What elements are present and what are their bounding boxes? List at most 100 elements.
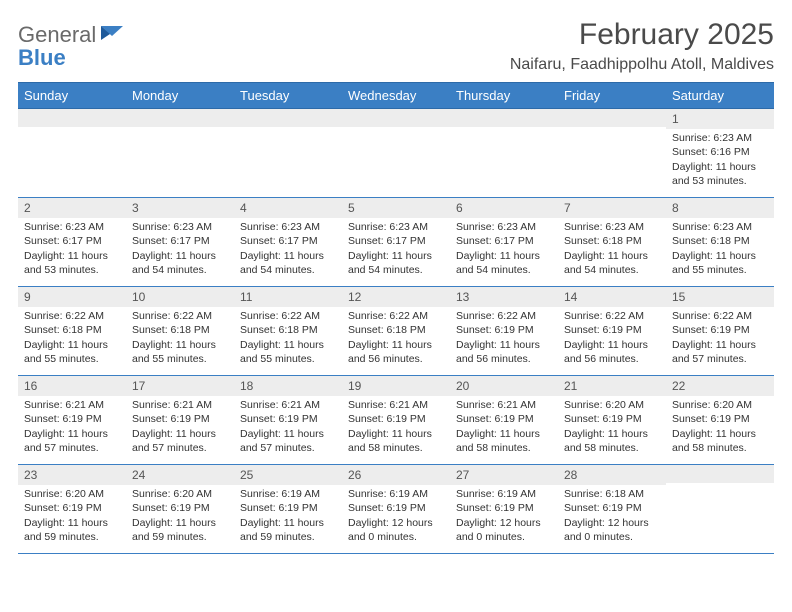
day-number: 17 — [126, 376, 234, 396]
day-info: Sunrise: 6:23 AMSunset: 6:17 PMDaylight:… — [234, 220, 342, 281]
day-cell: 12Sunrise: 6:22 AMSunset: 6:18 PMDayligh… — [342, 287, 450, 375]
sunset-text: Sunset: 6:19 PM — [132, 501, 228, 515]
sunrise-text: Sunrise: 6:23 AM — [672, 131, 768, 145]
weekday-col: Friday — [558, 83, 666, 108]
logo-text-block: General Blue — [18, 24, 123, 70]
day-number: 15 — [666, 287, 774, 307]
day-number: 25 — [234, 465, 342, 485]
sunrise-text: Sunrise: 6:23 AM — [240, 220, 336, 234]
day-cell — [342, 109, 450, 197]
sunrise-text: Sunrise: 6:19 AM — [240, 487, 336, 501]
daylight-text: Daylight: 11 hours and 54 minutes. — [456, 249, 552, 277]
day-cell: 21Sunrise: 6:20 AMSunset: 6:19 PMDayligh… — [558, 376, 666, 464]
sunrise-text: Sunrise: 6:22 AM — [24, 309, 120, 323]
sunrise-text: Sunrise: 6:22 AM — [564, 309, 660, 323]
sunset-text: Sunset: 6:17 PM — [132, 234, 228, 248]
sunrise-text: Sunrise: 6:21 AM — [348, 398, 444, 412]
weekday-col: Tuesday — [234, 83, 342, 108]
day-cell: 8Sunrise: 6:23 AMSunset: 6:18 PMDaylight… — [666, 198, 774, 286]
day-info: Sunrise: 6:19 AMSunset: 6:19 PMDaylight:… — [234, 487, 342, 548]
sunset-text: Sunset: 6:16 PM — [672, 145, 768, 159]
daylight-text: Daylight: 11 hours and 53 minutes. — [672, 160, 768, 188]
sunset-text: Sunset: 6:18 PM — [564, 234, 660, 248]
sunset-text: Sunset: 6:19 PM — [456, 412, 552, 426]
day-number: 23 — [18, 465, 126, 485]
day-cell: 10Sunrise: 6:22 AMSunset: 6:18 PMDayligh… — [126, 287, 234, 375]
sunset-text: Sunset: 6:18 PM — [240, 323, 336, 337]
sunrise-text: Sunrise: 6:20 AM — [564, 398, 660, 412]
daylight-text: Daylight: 11 hours and 59 minutes. — [24, 516, 120, 544]
day-number: 2 — [18, 198, 126, 218]
daylight-text: Daylight: 11 hours and 56 minutes. — [348, 338, 444, 366]
calendar-page: General Blue February 2025 Naifaru, Faad… — [0, 0, 792, 612]
daylight-text: Daylight: 11 hours and 56 minutes. — [456, 338, 552, 366]
day-cell: 22Sunrise: 6:20 AMSunset: 6:19 PMDayligh… — [666, 376, 774, 464]
day-info: Sunrise: 6:22 AMSunset: 6:18 PMDaylight:… — [126, 309, 234, 370]
day-info: Sunrise: 6:22 AMSunset: 6:18 PMDaylight:… — [342, 309, 450, 370]
day-cell: 26Sunrise: 6:19 AMSunset: 6:19 PMDayligh… — [342, 465, 450, 553]
day-info: Sunrise: 6:20 AMSunset: 6:19 PMDaylight:… — [126, 487, 234, 548]
month-title: February 2025 — [510, 18, 774, 52]
day-number: 11 — [234, 287, 342, 307]
daylight-text: Daylight: 11 hours and 54 minutes. — [132, 249, 228, 277]
day-number: 9 — [18, 287, 126, 307]
week-row: 16Sunrise: 6:21 AMSunset: 6:19 PMDayligh… — [18, 376, 774, 465]
sunset-text: Sunset: 6:17 PM — [24, 234, 120, 248]
day-number: 6 — [450, 198, 558, 218]
daylight-text: Daylight: 11 hours and 54 minutes. — [564, 249, 660, 277]
logo-text-2: Blue — [18, 45, 66, 70]
day-cell: 27Sunrise: 6:19 AMSunset: 6:19 PMDayligh… — [450, 465, 558, 553]
flag-icon — [101, 26, 123, 47]
day-number: 20 — [450, 376, 558, 396]
location: Naifaru, Faadhippolhu Atoll, Maldives — [510, 56, 774, 74]
day-cell: 3Sunrise: 6:23 AMSunset: 6:17 PMDaylight… — [126, 198, 234, 286]
day-number: 1 — [666, 109, 774, 129]
daylight-text: Daylight: 11 hours and 55 minutes. — [672, 249, 768, 277]
daylight-text: Daylight: 11 hours and 56 minutes. — [564, 338, 660, 366]
week-row: 9Sunrise: 6:22 AMSunset: 6:18 PMDaylight… — [18, 287, 774, 376]
sunrise-text: Sunrise: 6:20 AM — [24, 487, 120, 501]
daylight-text: Daylight: 11 hours and 59 minutes. — [240, 516, 336, 544]
day-cell: 2Sunrise: 6:23 AMSunset: 6:17 PMDaylight… — [18, 198, 126, 286]
sunrise-text: Sunrise: 6:23 AM — [348, 220, 444, 234]
sunset-text: Sunset: 6:19 PM — [672, 323, 768, 337]
sunset-text: Sunset: 6:19 PM — [240, 501, 336, 515]
day-info: Sunrise: 6:19 AMSunset: 6:19 PMDaylight:… — [450, 487, 558, 548]
daylight-text: Daylight: 11 hours and 57 minutes. — [132, 427, 228, 455]
day-cell: 5Sunrise: 6:23 AMSunset: 6:17 PMDaylight… — [342, 198, 450, 286]
day-cell — [450, 109, 558, 197]
daylight-text: Daylight: 11 hours and 54 minutes. — [348, 249, 444, 277]
week-row: 1 Sunrise: 6:23 AMSunset: 6:16 PMDaylight… — [18, 109, 774, 198]
sunrise-text: Sunrise: 6:22 AM — [348, 309, 444, 323]
sunrise-text: Sunrise: 6:23 AM — [456, 220, 552, 234]
day-info: Sunrise: 6:23 AMSunset: 6:17 PMDaylight:… — [18, 220, 126, 281]
day-info: Sunrise: 6:23 AMSunset: 6:17 PMDaylight:… — [126, 220, 234, 281]
sunrise-text: Sunrise: 6:23 AM — [672, 220, 768, 234]
sunrise-text: Sunrise: 6:20 AM — [672, 398, 768, 412]
day-number: 28 — [558, 465, 666, 485]
day-cell: 19Sunrise: 6:21 AMSunset: 6:19 PMDayligh… — [342, 376, 450, 464]
daylight-text: Daylight: 11 hours and 55 minutes. — [240, 338, 336, 366]
day-number — [666, 465, 774, 483]
day-number: 19 — [342, 376, 450, 396]
day-info: Sunrise: 6:20 AMSunset: 6:19 PMDaylight:… — [18, 487, 126, 548]
day-number: 3 — [126, 198, 234, 218]
sunrise-text: Sunrise: 6:21 AM — [24, 398, 120, 412]
day-number — [558, 109, 666, 127]
weekday-col: Thursday — [450, 83, 558, 108]
daylight-text: Daylight: 11 hours and 58 minutes. — [672, 427, 768, 455]
weekday-col: Saturday — [666, 83, 774, 108]
week-row: 2Sunrise: 6:23 AMSunset: 6:17 PMDaylight… — [18, 198, 774, 287]
day-number: 27 — [450, 465, 558, 485]
day-number: 21 — [558, 376, 666, 396]
day-cell: 25Sunrise: 6:19 AMSunset: 6:19 PMDayligh… — [234, 465, 342, 553]
sunset-text: Sunset: 6:18 PM — [24, 323, 120, 337]
weekday-col: Sunday — [18, 83, 126, 108]
weekday-col: Wednesday — [342, 83, 450, 108]
day-info: Sunrise: 6:20 AMSunset: 6:19 PMDaylight:… — [666, 398, 774, 459]
day-cell: 14Sunrise: 6:22 AMSunset: 6:19 PMDayligh… — [558, 287, 666, 375]
daylight-text: Daylight: 11 hours and 57 minutes. — [672, 338, 768, 366]
sunrise-text: Sunrise: 6:23 AM — [24, 220, 120, 234]
day-number: 26 — [342, 465, 450, 485]
day-number: 5 — [342, 198, 450, 218]
